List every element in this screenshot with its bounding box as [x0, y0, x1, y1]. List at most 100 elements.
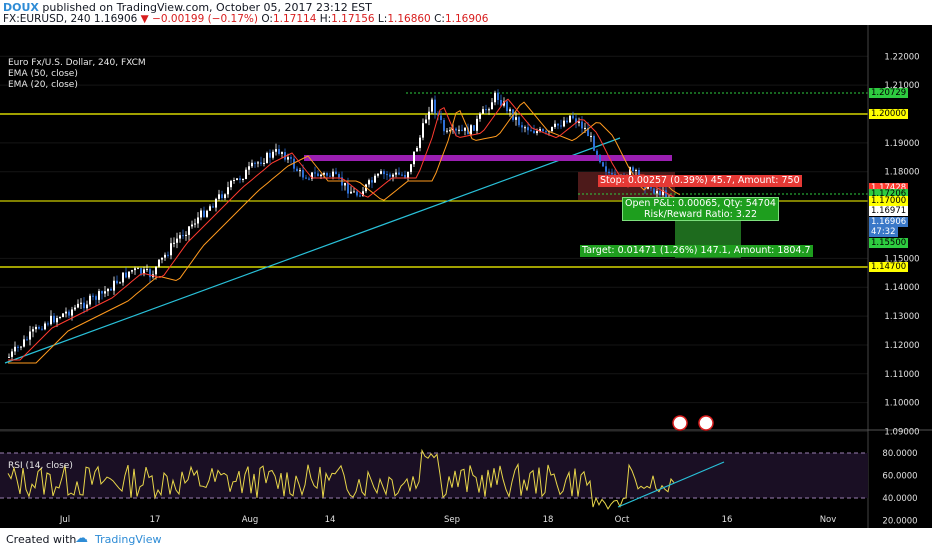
candle	[170, 243, 172, 256]
quote-line: FX:EURUSD, 240 1.16906 ▼ −0.00199 (−0.17…	[3, 13, 488, 25]
candle	[47, 323, 49, 325]
candle	[275, 149, 277, 152]
open-pl-label: Open P&L: 0.00065, Qty: 54704	[625, 198, 776, 209]
rsi-line	[7, 448, 675, 510]
rsi-trend-line[interactable]	[617, 461, 725, 508]
candle	[593, 135, 595, 151]
chart-panel[interactable]: 1.22000 1.21000 1.19000 1.18000 1.15000 1.140…	[0, 25, 932, 528]
candle	[389, 174, 391, 177]
candle	[578, 121, 580, 123]
candle	[140, 268, 142, 274]
candle	[539, 129, 541, 132]
candle	[251, 162, 253, 167]
candle	[68, 311, 70, 316]
candle	[44, 323, 46, 330]
event-flag-icon[interactable]	[672, 415, 688, 431]
candle	[485, 109, 487, 111]
candle	[299, 170, 301, 172]
candle	[296, 168, 298, 172]
candle	[53, 315, 55, 323]
open-pl-box[interactable]: Open P&L: 0.00065, Qty: 54704 Risk/Rewar…	[622, 197, 779, 221]
candle	[386, 174, 388, 176]
time-tick-label: 16	[722, 515, 733, 525]
candle	[116, 280, 118, 284]
candle	[221, 194, 223, 199]
candle	[464, 127, 466, 131]
price-tag: 1.17206	[869, 189, 909, 199]
candle	[401, 174, 403, 176]
candle	[413, 151, 415, 165]
candle	[488, 109, 490, 111]
candle	[167, 254, 169, 256]
candle	[215, 198, 217, 208]
candle	[59, 317, 61, 319]
candle	[509, 109, 511, 112]
footer-brand[interactable]: TradingView	[95, 533, 162, 546]
candle	[443, 120, 445, 132]
footer: Created with ☁ TradingView	[0, 528, 932, 550]
candle	[323, 173, 325, 175]
candle	[437, 113, 439, 116]
candle	[176, 238, 178, 243]
candle	[89, 295, 91, 305]
candle	[530, 130, 532, 132]
rsi-tick-label: 20.0000	[882, 517, 917, 527]
price-tick-label: 1.11000	[884, 370, 919, 380]
candle	[278, 149, 280, 154]
target-label[interactable]: Target: 0.01471 (1.26%) 147.1, Amount: 1…	[580, 245, 813, 257]
price-tag: 1.15500	[869, 238, 909, 248]
time-tick-label: 14	[325, 515, 336, 525]
candle	[293, 158, 295, 169]
price-tick-label: 1.14000	[884, 283, 919, 293]
price-tick-label: 1.12000	[884, 341, 919, 351]
candle	[281, 152, 283, 154]
trend-line[interactable]	[4, 137, 621, 364]
candle	[566, 120, 568, 123]
candle	[662, 190, 664, 196]
candle	[554, 123, 556, 127]
candle	[182, 235, 184, 237]
candle	[377, 173, 379, 176]
candle	[608, 171, 610, 174]
candle	[188, 226, 190, 235]
candle	[575, 118, 577, 123]
candle	[506, 101, 508, 112]
candle	[290, 157, 292, 159]
legend-ema50[interactable]: EMA (50, close)	[8, 69, 78, 79]
candle	[254, 162, 256, 164]
price-tag: 1.17428	[869, 183, 909, 193]
candle	[230, 180, 232, 188]
candle	[470, 125, 472, 135]
candle	[179, 235, 181, 239]
candle	[86, 304, 88, 309]
author-name[interactable]: DOUX	[3, 1, 39, 14]
candle	[563, 120, 565, 127]
candle	[134, 268, 136, 271]
candle	[224, 194, 226, 199]
price-tick-label: 1.15000	[884, 254, 919, 264]
candle	[431, 99, 433, 112]
candle	[17, 346, 19, 348]
stop-label[interactable]: Stop: 0.00257 (0.39%) 45.7, Amount: 750	[598, 175, 802, 187]
ema50-line	[8, 101, 681, 364]
price-chart-svg[interactable]: 1.22000 1.21000 1.19000 1.18000 1.15000 1.140…	[0, 25, 932, 528]
candle	[380, 171, 382, 174]
candle	[35, 326, 37, 330]
close-label: C:	[434, 13, 445, 25]
price-tag: 1.20729	[869, 88, 909, 98]
legend-ema20[interactable]: EMA (20, close)	[8, 80, 78, 90]
candle	[236, 178, 238, 181]
candle	[515, 117, 517, 120]
price-tick-label: 1.09000	[884, 428, 919, 438]
candle	[398, 172, 400, 175]
candle	[344, 182, 346, 186]
candle	[161, 257, 163, 260]
candle	[146, 269, 148, 271]
event-flag-icon[interactable]	[698, 415, 714, 431]
rsi-legend[interactable]: RSI (14, close)	[8, 461, 73, 471]
candle	[245, 169, 247, 180]
high-value: 1.17156	[331, 13, 375, 25]
last-price: 1.16906	[93, 13, 138, 25]
candle	[638, 170, 640, 177]
resistance-zone[interactable]	[304, 155, 672, 161]
